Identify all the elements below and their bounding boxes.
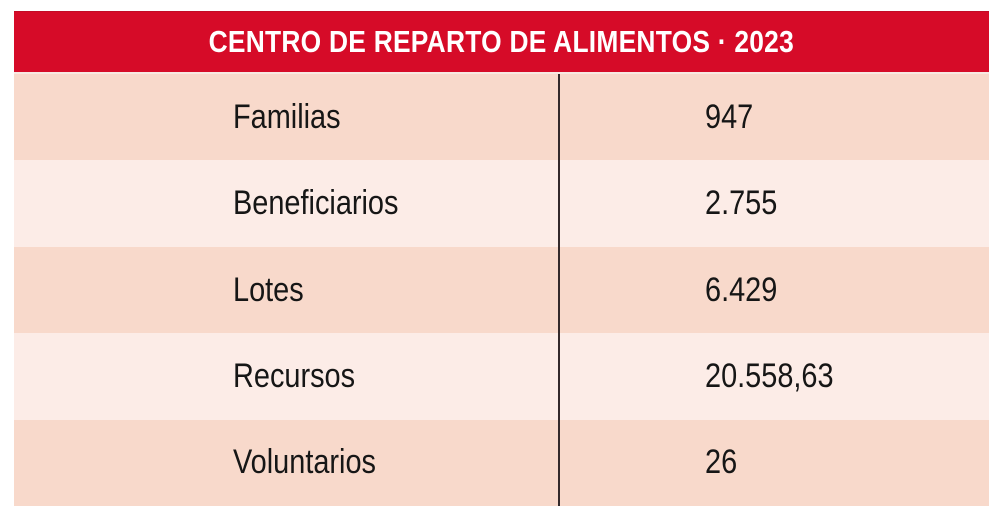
label-cell: Recursos bbox=[14, 357, 559, 396]
value-cell: 947 bbox=[559, 98, 989, 137]
value-cell: 26 bbox=[559, 443, 989, 482]
row-label: Recursos bbox=[233, 356, 356, 395]
table-row: Recursos 20.558,63 bbox=[14, 333, 989, 420]
row-label: Familias bbox=[233, 97, 341, 136]
row-value: 26 bbox=[705, 443, 738, 482]
row-label: Lotes bbox=[233, 270, 304, 309]
table-row: Voluntarios 26 bbox=[14, 419, 989, 507]
table-row: Beneficiarios 2.755 bbox=[14, 160, 989, 247]
column-divider bbox=[558, 74, 560, 506]
table-title: CENTRO DE REPARTO DE ALIMENTOS · 2023 bbox=[208, 24, 795, 59]
row-value: 6.429 bbox=[705, 270, 778, 309]
row-label: Voluntarios bbox=[233, 443, 376, 482]
row-value: 20.558,63 bbox=[705, 356, 834, 395]
table-body: Familias 947 Beneficiarios 2.755 Lotes 6… bbox=[14, 74, 989, 507]
value-cell: 2.755 bbox=[559, 184, 989, 223]
row-value: 947 bbox=[705, 97, 754, 136]
row-value: 2.755 bbox=[705, 184, 778, 223]
value-cell: 6.429 bbox=[559, 271, 989, 310]
label-cell: Lotes bbox=[14, 271, 559, 310]
value-cell: 20.558,63 bbox=[559, 357, 989, 396]
table-row: Lotes 6.429 bbox=[14, 246, 989, 334]
label-cell: Beneficiarios bbox=[14, 184, 559, 223]
label-cell: Voluntarios bbox=[14, 443, 559, 482]
row-label: Beneficiarios bbox=[233, 184, 399, 223]
label-cell: Familias bbox=[14, 98, 559, 137]
food-distribution-table: CENTRO DE REPARTO DE ALIMENTOS · 2023 Fa… bbox=[14, 11, 989, 507]
table-row: Familias 947 bbox=[14, 74, 989, 161]
table-header: CENTRO DE REPARTO DE ALIMENTOS · 2023 bbox=[14, 11, 989, 74]
